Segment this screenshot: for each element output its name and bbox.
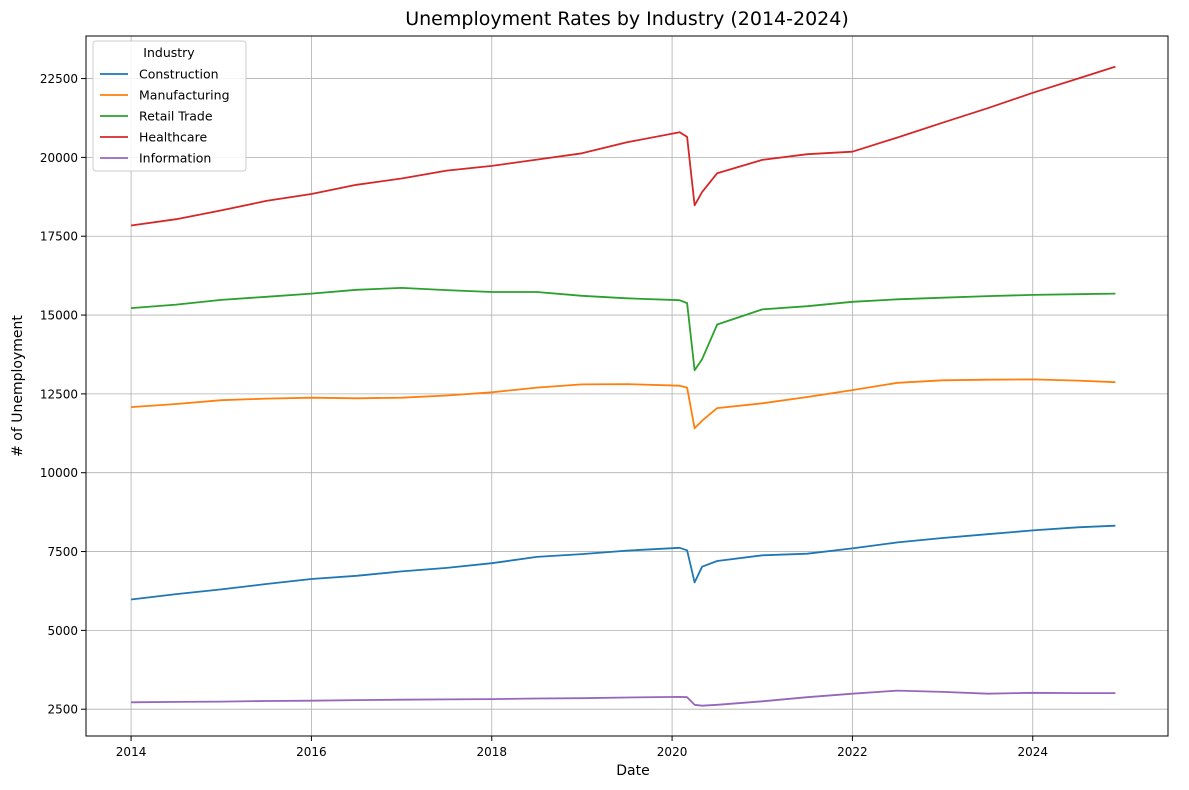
- legend-items: Construction Manufacturing Retail Trade Hea…: [100, 67, 230, 166]
- grid-lines: [86, 36, 1168, 736]
- series-line-construction: [130, 524, 1116, 601]
- y-tick-label: 20000: [40, 151, 78, 165]
- plot-area-frame: [85, 35, 1169, 737]
- legend-label-healthcare: Healthcare: [139, 130, 207, 145]
- legend-label-information: Information: [139, 151, 211, 166]
- x-tick-label: 2022: [837, 745, 868, 759]
- x-tick-label: 2018: [476, 745, 507, 759]
- axis-ticks: 2014 2016 2018 2020 2022 2024 2500 5000 7500 1000…: [40, 72, 1048, 759]
- legend-title: Industry: [143, 45, 195, 60]
- y-tick-label: 5000: [47, 624, 78, 638]
- y-tick-label: 2500: [47, 703, 78, 717]
- legend-label-retail-trade: Retail Trade: [139, 109, 213, 124]
- series-lines: [130, 65, 1116, 707]
- x-tick-label: 2020: [657, 745, 688, 759]
- legend: Industry Construction Manufacturing Retail…: [92, 40, 247, 172]
- x-tick-label: 2016: [296, 745, 327, 759]
- y-tick-label: 17500: [40, 230, 78, 244]
- legend-label-construction: Construction: [139, 67, 219, 82]
- legend-label-manufacturing: Manufacturing: [139, 88, 230, 103]
- series-line-healthcare: [130, 65, 1116, 227]
- y-tick-label: 12500: [40, 387, 78, 401]
- legend-box: [92, 40, 247, 172]
- x-tick-label: 2014: [116, 745, 147, 759]
- x-tick-label: 2024: [1017, 745, 1048, 759]
- series-line-manufacturing: [131, 378, 1116, 430]
- x-axis-title: Date: [616, 763, 649, 779]
- y-axis-title: # of Unemployment: [10, 315, 26, 457]
- y-tick-label: 22500: [40, 72, 78, 86]
- series-line-information: [131, 689, 1116, 707]
- series-line-retail-trade: [131, 286, 1116, 372]
- y-tick-label: 15000: [40, 309, 78, 323]
- y-tick-label: 7500: [47, 545, 78, 559]
- chart-title: Unemployment Rates by Industry (2014-202…: [405, 8, 849, 30]
- y-tick-label: 10000: [40, 466, 78, 480]
